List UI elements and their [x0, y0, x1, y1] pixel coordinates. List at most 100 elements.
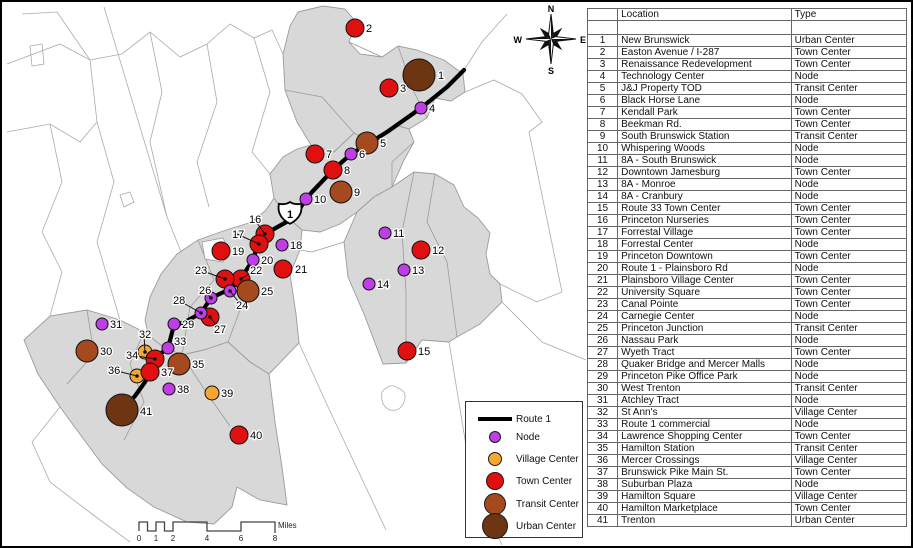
row-type: Town Center: [790, 202, 908, 215]
row-type: Town Center: [790, 298, 908, 311]
row-num: 12: [586, 166, 619, 179]
leader-dot: [263, 232, 267, 236]
map-point-3[interactable]: [379, 78, 399, 98]
row-num: 27: [586, 346, 619, 359]
row-type: Urban Center: [790, 34, 908, 47]
table-row: 7 Kendall Park Town Center: [586, 106, 908, 119]
table-row: 19 Princeton Downtown Town Center: [586, 250, 908, 263]
row-num: 26: [586, 334, 619, 347]
map-point-18[interactable]: [275, 238, 289, 252]
leader-line: [236, 233, 260, 245]
row-num: 11: [586, 154, 619, 167]
map-point-5[interactable]: [355, 131, 379, 155]
map-point-1[interactable]: [402, 58, 436, 92]
table-row: 3 Renaissance Redevelopment Town Center: [586, 58, 908, 71]
row-num: 5: [586, 82, 619, 95]
table-row: 29 Princeton Pike Office Park Node: [586, 370, 908, 383]
scalebar-tick: 4: [205, 534, 210, 543]
leader-line: [199, 269, 226, 280]
row-num: 34: [586, 430, 619, 443]
map-point-13[interactable]: [397, 263, 411, 277]
map-point-20[interactable]: [246, 253, 260, 267]
row-num: 21: [586, 274, 619, 287]
map-point-label: 10: [314, 194, 326, 206]
leader-line: [229, 290, 242, 306]
leader-dot: [208, 315, 212, 319]
map-point-10[interactable]: [299, 192, 313, 206]
map-point-14[interactable]: [362, 277, 376, 291]
map-point-40[interactable]: [229, 425, 249, 445]
leader-dot: [209, 296, 213, 300]
row-location: Trenton: [617, 514, 792, 527]
map-point-label: 1: [438, 70, 444, 82]
row-num: 18: [586, 238, 619, 251]
row-type: Transit Center: [790, 322, 908, 335]
row-type: Node: [790, 178, 908, 191]
row-type: Town Center: [790, 226, 908, 239]
map-point-15[interactable]: [397, 341, 417, 361]
row-num: 3: [586, 58, 619, 71]
map-point-label: 30: [100, 346, 112, 358]
map-point-21[interactable]: [273, 259, 293, 279]
blank-cell: [617, 20, 792, 35]
map-point-label: 26: [199, 285, 211, 297]
leader-dot: [228, 289, 232, 293]
row-type: Village Center: [790, 490, 908, 503]
table-row: 24 Carnegie Center Node: [586, 310, 908, 323]
legend-item-transit: Transit Center: [474, 493, 580, 515]
row-location: Beekman Rd.: [617, 118, 792, 131]
map-point-19[interactable]: [211, 241, 231, 261]
map-point-41[interactable]: [105, 393, 139, 427]
map-point-label: 6: [359, 149, 365, 161]
row-type: Transit Center: [790, 82, 908, 95]
row-location: Princeton Junction: [617, 322, 792, 335]
row-location: Easton Avenue / I-287: [617, 46, 792, 59]
map-point-2[interactable]: [345, 18, 365, 38]
map-point-label: 36: [108, 365, 120, 377]
row-num: 35: [586, 442, 619, 455]
map-point-4[interactable]: [414, 101, 428, 115]
map-point-9[interactable]: [329, 180, 353, 204]
map-point-25[interactable]: [236, 279, 260, 303]
map-point-label: 14: [377, 279, 389, 291]
compass-s: S: [548, 66, 554, 76]
table-row: 22 University Square Town Center: [586, 286, 908, 299]
map-point-37[interactable]: [140, 362, 160, 382]
map-point-35[interactable]: [167, 352, 191, 376]
row-type: Village Center: [790, 406, 908, 419]
row-location: Canal Pointe: [617, 298, 792, 311]
map-point-label: 17: [232, 229, 244, 241]
row-num: 41: [586, 514, 619, 527]
map-point-39[interactable]: [204, 385, 220, 401]
leader-dot: [153, 357, 157, 361]
leader-dot: [143, 350, 147, 354]
map-point-6[interactable]: [344, 147, 358, 161]
map-point-8[interactable]: [323, 160, 343, 180]
row-num: 7: [586, 106, 619, 119]
table-row: 31 Atchley Tract Node: [586, 394, 908, 407]
map-point-30[interactable]: [75, 339, 99, 363]
table-row: 9 South Brunswick Station Transit Center: [586, 130, 908, 143]
map-point-31[interactable]: [95, 317, 109, 331]
table-row: 32 St Ann's Village Center: [586, 406, 908, 419]
map-point-label: 3: [400, 83, 406, 95]
row-num: 4: [586, 70, 619, 83]
row-type: Transit Center: [790, 382, 908, 395]
map-point-12[interactable]: [411, 240, 431, 260]
table-row: 36 Mercer Crossings Village Center: [586, 454, 908, 467]
map-point-label: 16: [249, 214, 261, 226]
row-location: Black Horse Lane: [617, 94, 792, 107]
row-type: Town Center: [790, 118, 908, 131]
row-type: Node: [790, 394, 908, 407]
map-point-11[interactable]: [378, 226, 392, 240]
map-point-33[interactable]: [161, 341, 175, 355]
row-location: Hamilton Station: [617, 442, 792, 455]
row-location: Route 1 commercial: [617, 418, 792, 431]
map-point-label: 12: [432, 245, 444, 257]
leader-dot: [223, 277, 227, 281]
map-point-29[interactable]: [167, 317, 181, 331]
map-point-7[interactable]: [305, 144, 325, 164]
table-row: 8 Beekman Rd. Town Center: [586, 118, 908, 131]
map-point-38[interactable]: [162, 382, 176, 396]
